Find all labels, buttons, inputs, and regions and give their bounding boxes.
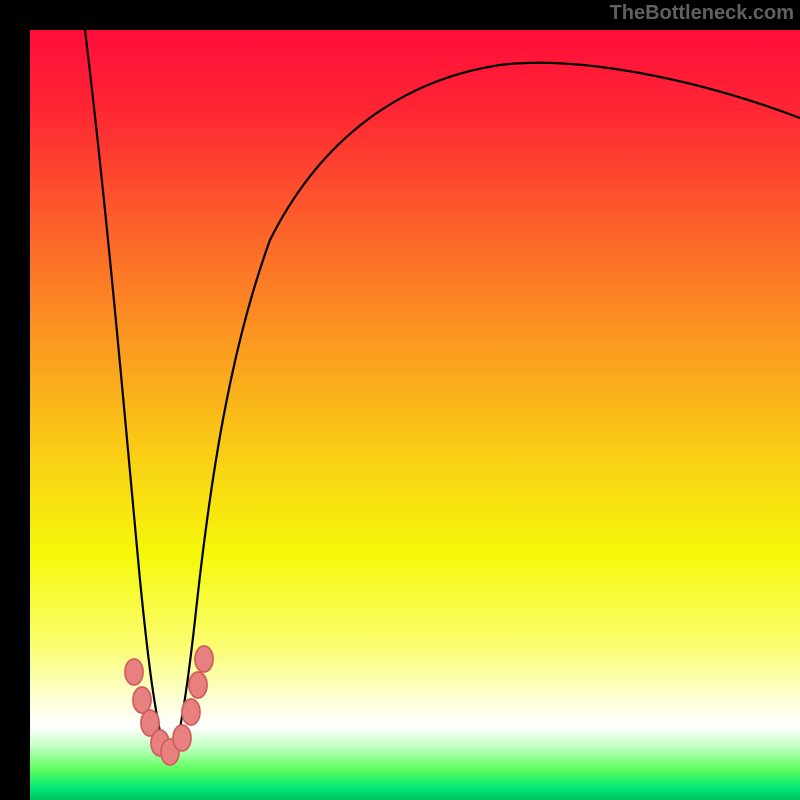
curve-marker [125, 659, 143, 685]
curve-marker [133, 687, 151, 713]
plot-area [30, 30, 800, 800]
curve-marker [195, 646, 213, 672]
curve-marker [182, 699, 200, 725]
curve-marker [189, 672, 207, 698]
curve-marker [173, 725, 191, 751]
watermark-text: TheBottleneck.com [610, 2, 794, 25]
bottleneck-chart [0, 0, 800, 800]
